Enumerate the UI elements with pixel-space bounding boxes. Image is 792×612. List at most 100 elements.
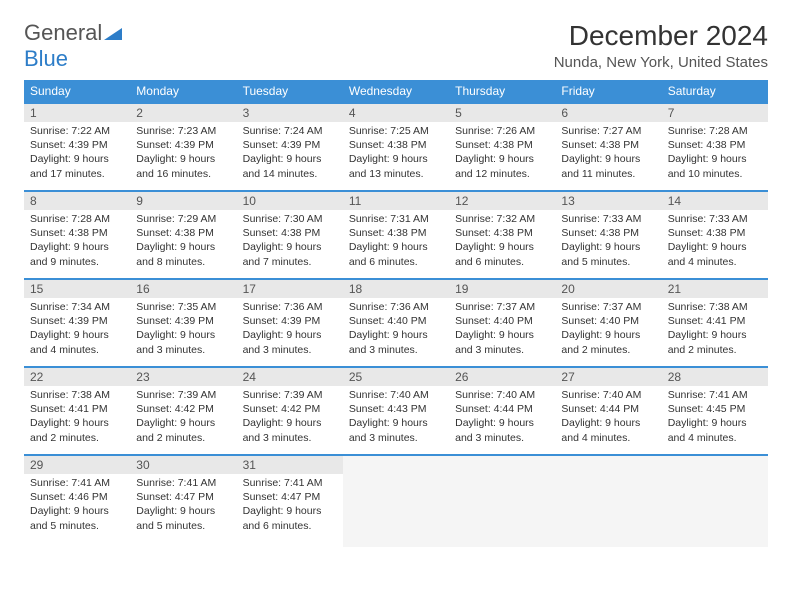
day-number: 20 — [555, 280, 661, 298]
day-body: Sunrise: 7:33 AMSunset: 4:38 PMDaylight:… — [662, 210, 768, 273]
day-body: Sunrise: 7:33 AMSunset: 4:38 PMDaylight:… — [555, 210, 661, 273]
day-line-d1: Daylight: 9 hours — [243, 240, 337, 254]
day-line-sr: Sunrise: 7:36 AM — [349, 300, 443, 314]
day-line-ss: Sunset: 4:39 PM — [243, 314, 337, 328]
day-line-sr: Sunrise: 7:27 AM — [561, 124, 655, 138]
calendar-cell: 27Sunrise: 7:40 AMSunset: 4:44 PMDayligh… — [555, 367, 661, 455]
calendar-cell: 4Sunrise: 7:25 AMSunset: 4:38 PMDaylight… — [343, 103, 449, 191]
day-line-sr: Sunrise: 7:40 AM — [349, 388, 443, 402]
day-line-d2: and 2 minutes. — [136, 431, 230, 445]
calendar-cell: 6Sunrise: 7:27 AMSunset: 4:38 PMDaylight… — [555, 103, 661, 191]
day-line-d2: and 5 minutes. — [136, 519, 230, 533]
day-number: 4 — [343, 104, 449, 122]
day-line-sr: Sunrise: 7:25 AM — [349, 124, 443, 138]
day-body: Sunrise: 7:34 AMSunset: 4:39 PMDaylight:… — [24, 298, 130, 361]
day-line-d2: and 9 minutes. — [30, 255, 124, 269]
day-line-sr: Sunrise: 7:34 AM — [30, 300, 124, 314]
day-number: 23 — [130, 368, 236, 386]
day-line-d1: Daylight: 9 hours — [455, 152, 549, 166]
day-line-d2: and 13 minutes. — [349, 167, 443, 181]
day-line-d2: and 3 minutes. — [243, 343, 337, 357]
calendar-row: 8Sunrise: 7:28 AMSunset: 4:38 PMDaylight… — [24, 191, 768, 279]
day-line-d2: and 17 minutes. — [30, 167, 124, 181]
day-line-sr: Sunrise: 7:35 AM — [136, 300, 230, 314]
calendar-cell: 16Sunrise: 7:35 AMSunset: 4:39 PMDayligh… — [130, 279, 236, 367]
day-number: 21 — [662, 280, 768, 298]
day-line-sr: Sunrise: 7:28 AM — [668, 124, 762, 138]
day-number: 5 — [449, 104, 555, 122]
calendar-cell: 7Sunrise: 7:28 AMSunset: 4:38 PMDaylight… — [662, 103, 768, 191]
logo-text: General Blue — [24, 20, 122, 72]
day-line-d1: Daylight: 9 hours — [30, 416, 124, 430]
day-line-ss: Sunset: 4:38 PM — [243, 226, 337, 240]
day-line-sr: Sunrise: 7:24 AM — [243, 124, 337, 138]
day-line-ss: Sunset: 4:39 PM — [136, 314, 230, 328]
day-line-d1: Daylight: 9 hours — [561, 328, 655, 342]
calendar-row: 29Sunrise: 7:41 AMSunset: 4:46 PMDayligh… — [24, 455, 768, 547]
page-title: December 2024 — [554, 20, 768, 52]
day-line-sr: Sunrise: 7:22 AM — [30, 124, 124, 138]
day-number: 26 — [449, 368, 555, 386]
day-line-ss: Sunset: 4:38 PM — [349, 138, 443, 152]
calendar-cell: 17Sunrise: 7:36 AMSunset: 4:39 PMDayligh… — [237, 279, 343, 367]
day-number: 10 — [237, 192, 343, 210]
day-line-sr: Sunrise: 7:33 AM — [561, 212, 655, 226]
calendar-head: SundayMondayTuesdayWednesdayThursdayFrid… — [24, 80, 768, 103]
day-line-d1: Daylight: 9 hours — [136, 240, 230, 254]
day-line-d1: Daylight: 9 hours — [561, 152, 655, 166]
day-number: 12 — [449, 192, 555, 210]
day-line-d1: Daylight: 9 hours — [243, 152, 337, 166]
day-line-d2: and 6 minutes. — [243, 519, 337, 533]
day-number: 9 — [130, 192, 236, 210]
calendar-cell: 12Sunrise: 7:32 AMSunset: 4:38 PMDayligh… — [449, 191, 555, 279]
day-line-d2: and 3 minutes. — [349, 343, 443, 357]
calendar-row: 1Sunrise: 7:22 AMSunset: 4:39 PMDaylight… — [24, 103, 768, 191]
calendar-cell-empty — [449, 455, 555, 547]
logo-triangle-icon — [104, 20, 122, 46]
weekday-header: Thursday — [449, 80, 555, 103]
day-line-sr: Sunrise: 7:40 AM — [561, 388, 655, 402]
calendar-cell: 19Sunrise: 7:37 AMSunset: 4:40 PMDayligh… — [449, 279, 555, 367]
day-body: Sunrise: 7:41 AMSunset: 4:47 PMDaylight:… — [130, 474, 236, 537]
day-line-d2: and 4 minutes. — [668, 431, 762, 445]
day-body: Sunrise: 7:38 AMSunset: 4:41 PMDaylight:… — [24, 386, 130, 449]
day-line-ss: Sunset: 4:46 PM — [30, 490, 124, 504]
calendar-cell: 30Sunrise: 7:41 AMSunset: 4:47 PMDayligh… — [130, 455, 236, 547]
day-line-d1: Daylight: 9 hours — [30, 240, 124, 254]
day-number: 28 — [662, 368, 768, 386]
day-line-d2: and 6 minutes. — [455, 255, 549, 269]
day-body: Sunrise: 7:41 AMSunset: 4:47 PMDaylight:… — [237, 474, 343, 537]
calendar-row: 15Sunrise: 7:34 AMSunset: 4:39 PMDayligh… — [24, 279, 768, 367]
day-line-ss: Sunset: 4:44 PM — [455, 402, 549, 416]
day-line-ss: Sunset: 4:40 PM — [349, 314, 443, 328]
day-number: 6 — [555, 104, 661, 122]
day-line-sr: Sunrise: 7:33 AM — [668, 212, 762, 226]
logo: General Blue — [24, 20, 122, 72]
day-line-sr: Sunrise: 7:39 AM — [136, 388, 230, 402]
day-line-d2: and 12 minutes. — [455, 167, 549, 181]
day-body: Sunrise: 7:25 AMSunset: 4:38 PMDaylight:… — [343, 122, 449, 185]
weekday-header: Wednesday — [343, 80, 449, 103]
calendar-cell: 31Sunrise: 7:41 AMSunset: 4:47 PMDayligh… — [237, 455, 343, 547]
day-line-d2: and 14 minutes. — [243, 167, 337, 181]
day-body: Sunrise: 7:26 AMSunset: 4:38 PMDaylight:… — [449, 122, 555, 185]
day-line-ss: Sunset: 4:38 PM — [136, 226, 230, 240]
day-line-sr: Sunrise: 7:32 AM — [455, 212, 549, 226]
calendar-cell: 11Sunrise: 7:31 AMSunset: 4:38 PMDayligh… — [343, 191, 449, 279]
day-line-d2: and 5 minutes. — [561, 255, 655, 269]
day-line-ss: Sunset: 4:38 PM — [561, 226, 655, 240]
header: General Blue December 2024 Nunda, New Yo… — [24, 20, 768, 72]
day-line-d2: and 2 minutes. — [30, 431, 124, 445]
day-line-ss: Sunset: 4:44 PM — [561, 402, 655, 416]
day-line-sr: Sunrise: 7:37 AM — [455, 300, 549, 314]
day-line-d1: Daylight: 9 hours — [30, 504, 124, 518]
day-body: Sunrise: 7:22 AMSunset: 4:39 PMDaylight:… — [24, 122, 130, 185]
day-line-sr: Sunrise: 7:31 AM — [349, 212, 443, 226]
day-line-d2: and 3 minutes. — [455, 343, 549, 357]
calendar-cell: 8Sunrise: 7:28 AMSunset: 4:38 PMDaylight… — [24, 191, 130, 279]
day-number: 17 — [237, 280, 343, 298]
day-line-d2: and 5 minutes. — [30, 519, 124, 533]
day-body: Sunrise: 7:32 AMSunset: 4:38 PMDaylight:… — [449, 210, 555, 273]
day-line-ss: Sunset: 4:38 PM — [455, 226, 549, 240]
day-line-d1: Daylight: 9 hours — [349, 240, 443, 254]
